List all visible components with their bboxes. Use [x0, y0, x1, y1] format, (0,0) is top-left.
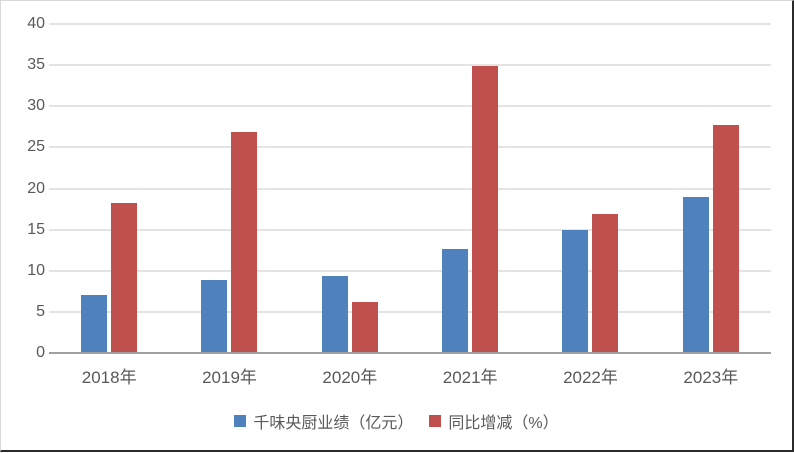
bar-growth-2022年	[592, 214, 619, 353]
bar-revenue-2018年	[81, 295, 108, 353]
y-tick-label-5: 5	[36, 302, 45, 320]
gridline-y-15	[49, 228, 771, 231]
legend-label-revenue: 千味央厨业绩（亿元）	[253, 415, 414, 432]
bar-revenue-2023年	[682, 197, 709, 353]
legend-swatch-blue	[234, 415, 247, 427]
bar-growth-2019年	[231, 132, 258, 353]
y-tick-label-10: 10	[27, 261, 45, 279]
gridline-y-30	[49, 105, 771, 108]
gridline-y-10	[49, 269, 771, 272]
gridline-y-25	[49, 146, 771, 149]
legend-item-revenue: 千味央厨业绩（亿元）	[234, 409, 413, 433]
x-label-2021年: 2021年	[442, 368, 498, 387]
x-label-2022年: 2022年	[563, 368, 618, 387]
y-tick-label-40: 40	[27, 15, 45, 32]
y-tick-label-35: 35	[27, 56, 45, 74]
legend-label-growth: 同比增减（%）	[448, 415, 559, 432]
bar-growth-2018年	[111, 203, 138, 353]
y-tick-label-25: 25	[27, 138, 45, 156]
x-axis-category-labels: 2018年 2019年 2020年 2021年 2022年 2023年	[49, 363, 771, 388]
bar-growth-2020年	[351, 302, 378, 353]
bar-growth-2023年	[712, 125, 739, 353]
y-axis-tick-labels: 0 5 10 15 20 25 30 35 40	[1, 1, 45, 453]
bar-group-2022年	[530, 24, 650, 353]
bar-revenue-2022年	[562, 230, 589, 353]
x-label-2020年: 2020年	[322, 368, 378, 387]
y-tick-label-20: 20	[27, 179, 45, 197]
bar-group-2019年	[169, 24, 289, 353]
bar-group-2021年	[410, 24, 530, 353]
bar-group-2018年	[49, 24, 169, 353]
plot-area	[49, 23, 771, 354]
x-label-2018年: 2018年	[81, 368, 137, 387]
bar-revenue-2021年	[442, 249, 469, 353]
legend: 千味央厨业绩（亿元） 同比增减（%）	[1, 409, 792, 433]
bar-revenue-2020年	[321, 276, 348, 353]
gridline-y-40	[49, 23, 771, 25]
bar-groups	[49, 24, 771, 353]
bar-growth-2021年	[472, 66, 499, 353]
x-label-2023年: 2023年	[683, 368, 739, 387]
x-axis-line	[49, 352, 771, 354]
bar-group-2023年	[651, 24, 771, 353]
bar-revenue-2019年	[201, 280, 228, 353]
gridline-y-5	[49, 310, 771, 313]
legend-swatch-red	[429, 415, 442, 427]
y-tick-label-30: 30	[27, 97, 45, 115]
gridline-y-35	[49, 64, 771, 67]
gridline-y-20	[49, 187, 771, 190]
bar-group-2020年	[290, 24, 410, 353]
y-tick-label-15: 15	[27, 220, 45, 238]
legend-item-growth: 同比增减（%）	[429, 409, 559, 433]
x-label-2019年: 2019年	[202, 368, 257, 387]
y-tick-label-0: 0	[36, 344, 45, 361]
